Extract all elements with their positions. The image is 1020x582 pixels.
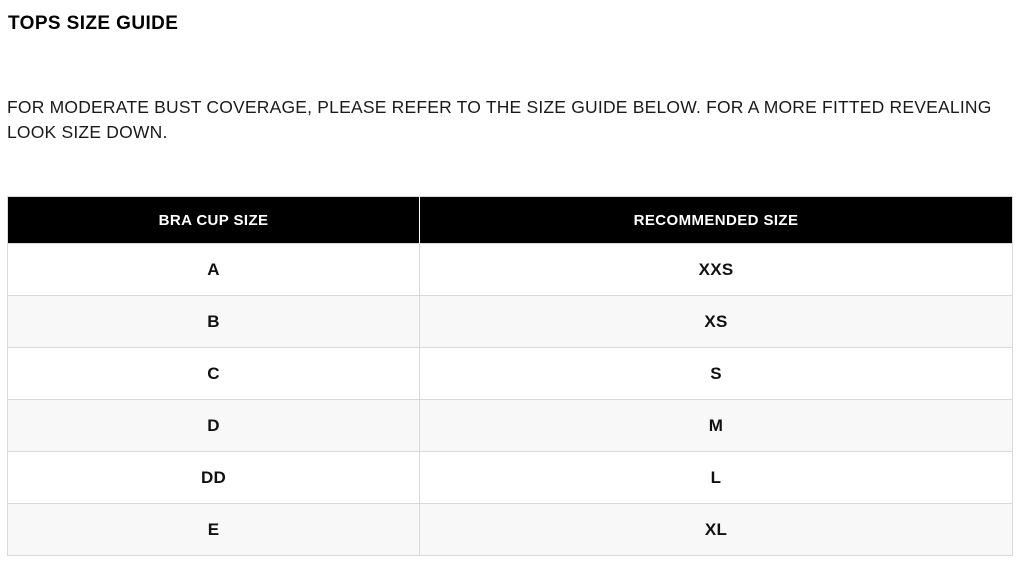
size-guide-table: BRA CUP SIZE RECOMMENDED SIZE A XXS B XS… — [6, 196, 1013, 556]
size-guide-description: FOR MODERATE BUST COVERAGE, PLEASE REFER… — [7, 97, 992, 142]
column-header-bra-cup-size: BRA CUP SIZE — [7, 196, 421, 244]
page-title: TOPS SIZE GUIDE — [8, 13, 179, 34]
cell-recommended-size: S — [419, 347, 1013, 400]
table-row: A XXS — [6, 243, 1013, 296]
cell-recommended-size: M — [419, 399, 1013, 452]
size-guide-page: TOPS SIZE GUIDE FOR MODERATE BUST COVERA… — [0, 12, 1020, 582]
table-row: E XL — [6, 503, 1013, 556]
cell-cup-size: A — [6, 243, 421, 296]
cell-recommended-size: XXS — [419, 243, 1013, 296]
table-row: C S — [6, 347, 1013, 400]
cell-cup-size: B — [6, 295, 421, 348]
column-header-recommended-size: RECOMMENDED SIZE — [419, 196, 1013, 244]
table-header-row: BRA CUP SIZE RECOMMENDED SIZE — [7, 196, 1013, 244]
table-row: DD L — [6, 451, 1013, 504]
cell-cup-size: D — [6, 399, 421, 452]
cell-cup-size: DD — [6, 451, 421, 504]
cell-cup-size: E — [6, 503, 421, 556]
cell-recommended-size: XL — [419, 503, 1013, 556]
cell-recommended-size: L — [419, 451, 1013, 504]
table-row: D M — [6, 399, 1013, 452]
cell-recommended-size: XS — [419, 295, 1013, 348]
cell-cup-size: C — [6, 347, 421, 400]
table-row: B XS — [6, 295, 1013, 348]
